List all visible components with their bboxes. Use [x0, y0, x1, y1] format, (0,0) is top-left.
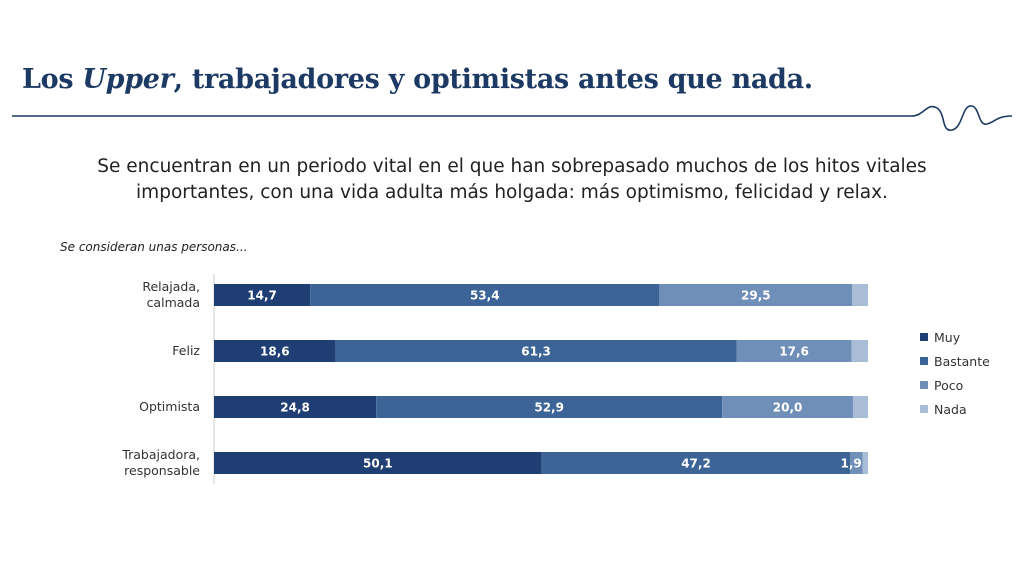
legend-swatch — [920, 405, 928, 413]
bar-segment-bastante — [541, 452, 851, 474]
data-label: 53,4 — [470, 289, 500, 303]
bar-segment-poco — [659, 284, 853, 306]
bar-segment-nada — [852, 284, 868, 306]
data-label: 1,9 — [841, 457, 862, 471]
legend-label: Nada — [934, 401, 967, 417]
data-label: 20,0 — [773, 401, 803, 415]
bar-segment-bastante — [335, 340, 737, 362]
subtitle-line-2: importantes, con una vida adulta más hol… — [136, 182, 888, 203]
category-label: Feliz — [172, 343, 200, 358]
data-label: 61,3 — [521, 345, 551, 359]
data-label: 29,5 — [741, 289, 771, 303]
legend-item: Muy — [920, 325, 990, 349]
data-label: 52,9 — [534, 401, 564, 415]
bar-segment-bastante — [376, 396, 723, 418]
legend-swatch — [920, 333, 928, 341]
data-label: 50,1 — [363, 457, 393, 471]
bar-segment-nada — [862, 452, 868, 474]
wave-ornament — [911, 105, 1013, 131]
legend-item: Poco — [920, 373, 990, 397]
bar-segment-poco — [850, 452, 863, 474]
title-underline-wave — [12, 105, 1013, 131]
chart-title: Se consideran unas personas... — [60, 240, 248, 254]
category-label: Optimista — [139, 399, 200, 414]
bar-segment-muy — [214, 396, 377, 418]
bar-segment-muy — [214, 340, 336, 362]
bar-segment-poco — [736, 340, 852, 362]
slide-title: Los Upper, trabajadores y optimistas ant… — [22, 64, 813, 95]
category-label: Trabajadora, responsable — [121, 447, 200, 478]
bar-segment-nada — [851, 340, 868, 362]
legend-label: Poco — [934, 377, 964, 393]
title-text-italic: Upper — [82, 64, 174, 95]
subtitle-line-1: Se encuentran en un periodo vital en el … — [97, 156, 927, 177]
data-label: 14,7 — [247, 289, 277, 303]
bar-segment-muy — [214, 284, 311, 306]
category-label: Relajada, calmada — [142, 279, 200, 310]
data-label: 17,6 — [779, 345, 809, 359]
legend-label: Muy — [934, 329, 961, 345]
subtitle: Se encuentran en un periodo vital en el … — [30, 154, 994, 206]
data-label: 24,8 — [280, 401, 310, 415]
legend-item: Nada — [920, 397, 990, 421]
legend-swatch — [920, 381, 928, 389]
title-text-end: , trabajadores y optimistas antes que na… — [173, 64, 814, 95]
data-label: 47,2 — [681, 457, 711, 471]
bar-segment-muy — [214, 452, 542, 474]
bar-segment-bastante — [310, 284, 660, 306]
data-label: 18,6 — [260, 345, 290, 359]
bar-segment-poco — [722, 396, 853, 418]
legend-item: Bastante — [920, 349, 990, 373]
chart-legend: Muy Bastante Poco Nada — [920, 325, 990, 421]
legend-swatch — [920, 357, 928, 365]
title-text-start: Los — [22, 64, 83, 95]
legend-label: Bastante — [934, 353, 990, 369]
bar-segment-nada — [852, 396, 868, 418]
